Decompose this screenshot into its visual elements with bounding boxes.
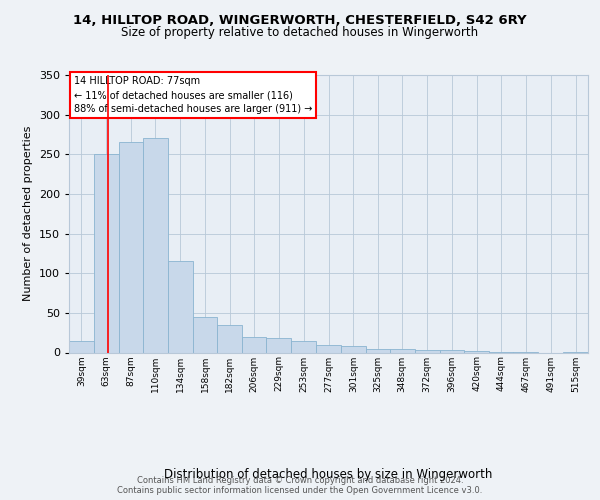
Bar bbox=[341, 346, 366, 352]
Bar bbox=[69, 340, 94, 352]
Bar bbox=[143, 138, 167, 352]
Text: Contains HM Land Registry data © Crown copyright and database right 2024.: Contains HM Land Registry data © Crown c… bbox=[137, 476, 463, 485]
Bar bbox=[266, 338, 291, 352]
Text: Contains public sector information licensed under the Open Government Licence v3: Contains public sector information licen… bbox=[118, 486, 482, 495]
Text: 14, HILLTOP ROAD, WINGERWORTH, CHESTERFIELD, S42 6RY: 14, HILLTOP ROAD, WINGERWORTH, CHESTERFI… bbox=[73, 14, 527, 27]
Bar bbox=[316, 344, 341, 352]
Bar bbox=[242, 336, 266, 352]
X-axis label: Distribution of detached houses by size in Wingerworth: Distribution of detached houses by size … bbox=[164, 468, 493, 481]
Bar bbox=[390, 350, 415, 352]
Bar bbox=[193, 317, 217, 352]
Bar bbox=[440, 350, 464, 352]
Bar bbox=[415, 350, 440, 352]
Bar bbox=[464, 351, 490, 352]
Text: 14 HILLTOP ROAD: 77sqm
← 11% of detached houses are smaller (116)
88% of semi-de: 14 HILLTOP ROAD: 77sqm ← 11% of detached… bbox=[74, 76, 313, 114]
Bar bbox=[167, 262, 193, 352]
Bar bbox=[94, 154, 119, 352]
Text: Size of property relative to detached houses in Wingerworth: Size of property relative to detached ho… bbox=[121, 26, 479, 39]
Bar bbox=[119, 142, 143, 352]
Y-axis label: Number of detached properties: Number of detached properties bbox=[23, 126, 33, 302]
Bar bbox=[291, 340, 316, 352]
Bar bbox=[366, 348, 390, 352]
Bar bbox=[217, 325, 242, 352]
